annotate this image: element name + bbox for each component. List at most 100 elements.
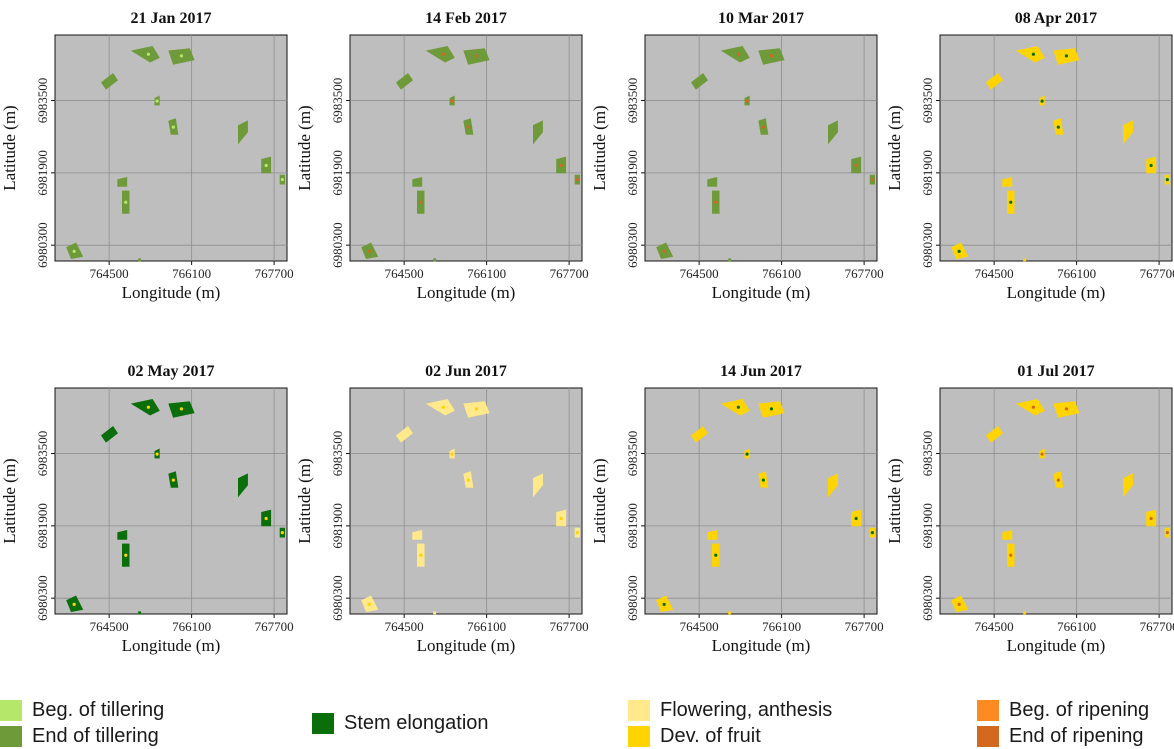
field-parcel <box>238 120 248 145</box>
field-parcel <box>690 425 709 443</box>
legend-item: End of tillering <box>0 723 164 749</box>
field-speckle <box>769 54 774 58</box>
field-parcel <box>828 473 838 498</box>
y-tick-label: 6983500 <box>330 431 345 477</box>
field-speckle <box>1031 52 1035 56</box>
x-axis-label: Longitude (m) <box>1007 636 1106 655</box>
x-tick-label: 767700 <box>845 619 884 634</box>
y-axis-label: Latitude (m) <box>0 458 19 543</box>
field-parcel <box>117 530 128 540</box>
field-speckle <box>419 200 423 204</box>
y-tick-label: 6980300 <box>625 222 640 268</box>
field-parcel <box>720 45 750 63</box>
legend-label: Beg. of ripening <box>1009 698 1150 721</box>
field-speckle <box>124 553 128 557</box>
y-tick-label: 6981900 <box>920 503 935 549</box>
field-parcel <box>130 45 160 63</box>
legend-label: End of tillering <box>32 724 159 747</box>
y-tick-label: 6983500 <box>920 78 935 124</box>
field-speckle <box>155 452 159 456</box>
x-tick-label: 764500 <box>680 266 719 281</box>
y-tick-label: 6983500 <box>330 78 345 124</box>
field-parcel <box>412 530 423 540</box>
legend-item: End of ripening <box>977 723 1149 749</box>
field-parcel <box>395 425 414 443</box>
field-speckle <box>124 200 128 204</box>
field-parcel <box>985 425 1004 443</box>
y-axis-label: Latitude (m) <box>295 105 314 190</box>
field-speckle <box>736 405 740 409</box>
field-speckle <box>662 249 666 253</box>
field-speckle <box>745 99 749 103</box>
field-speckle <box>870 531 874 535</box>
field-speckle <box>957 602 961 606</box>
legend-column: Flowering, anthesis Dev. of fruit <box>628 697 832 749</box>
map-panel: 08 Apr 2017 764500 766100 767700 6980300 6981… <box>885 10 1174 302</box>
x-axis-label: Longitude (m) <box>417 636 516 655</box>
field-speckle <box>146 52 150 56</box>
x-tick-label: 767700 <box>550 266 589 281</box>
field-parcel <box>1023 611 1027 615</box>
field-parcel <box>433 611 437 615</box>
field-speckle <box>714 553 718 557</box>
y-tick-label: 6981900 <box>625 503 640 549</box>
y-tick-label: 6981900 <box>330 503 345 549</box>
x-tick-label: 764500 <box>385 266 424 281</box>
field-parcel <box>138 258 142 262</box>
field-parcel <box>707 530 718 540</box>
y-tick-label: 6980300 <box>920 575 935 621</box>
field-parcel <box>707 177 718 187</box>
x-tick-label: 767700 <box>1140 619 1174 634</box>
y-tick-label: 6981900 <box>35 503 50 549</box>
field-parcel <box>728 611 732 615</box>
x-tick-label: 767700 <box>550 619 589 634</box>
field-parcel <box>100 72 119 90</box>
x-axis-label: Longitude (m) <box>712 283 811 302</box>
field-speckle <box>72 602 76 606</box>
field-speckle <box>155 99 159 103</box>
x-tick-label: 766100 <box>1057 266 1096 281</box>
field-parcel <box>1123 120 1133 145</box>
field-speckle <box>280 178 284 182</box>
legend-item: Flowering, anthesis <box>628 697 832 723</box>
x-tick-label: 766100 <box>467 266 506 281</box>
panel-title: 14 Feb 2017 <box>425 10 507 27</box>
field-speckle <box>1009 553 1013 557</box>
panel-background <box>54 34 288 262</box>
panel-background <box>349 34 583 262</box>
field-parcel <box>1002 530 1013 540</box>
field-speckle <box>575 178 579 182</box>
legend-column: Stem elongation <box>312 710 489 736</box>
field-speckle <box>264 163 268 168</box>
y-tick-label: 6983500 <box>920 431 935 477</box>
panel-title: 21 Jan 2017 <box>131 10 212 27</box>
field-speckle <box>854 163 858 168</box>
field-parcel <box>728 258 732 262</box>
x-tick-label: 766100 <box>762 266 801 281</box>
field-speckle <box>1040 452 1044 456</box>
field-speckle <box>1056 125 1060 129</box>
y-tick-label: 6980300 <box>920 222 935 268</box>
field-parcel <box>138 611 142 615</box>
field-speckle <box>769 407 774 411</box>
field-speckle <box>179 54 184 58</box>
field-speckle <box>1064 407 1069 411</box>
x-tick-label: 764500 <box>90 619 129 634</box>
field-speckle <box>466 478 470 482</box>
field-speckle <box>736 52 740 56</box>
y-tick-label: 6983500 <box>35 78 50 124</box>
field-parcel <box>828 120 838 145</box>
x-tick-label: 764500 <box>385 619 424 634</box>
map-panel: 01 Jul 2017 764500 766100 767700 6980300 6981… <box>885 363 1174 655</box>
panel-title: 10 Mar 2017 <box>718 10 804 27</box>
field-speckle <box>466 125 470 129</box>
field-parcel <box>433 258 437 262</box>
panel-title: 02 Jun 2017 <box>425 363 507 380</box>
field-parcel <box>425 398 455 416</box>
x-tick-label: 767700 <box>255 266 294 281</box>
y-tick-label: 6981900 <box>330 150 345 196</box>
panel-title: 08 Apr 2017 <box>1015 10 1097 27</box>
field-speckle <box>441 405 445 409</box>
field-speckle <box>559 163 563 168</box>
